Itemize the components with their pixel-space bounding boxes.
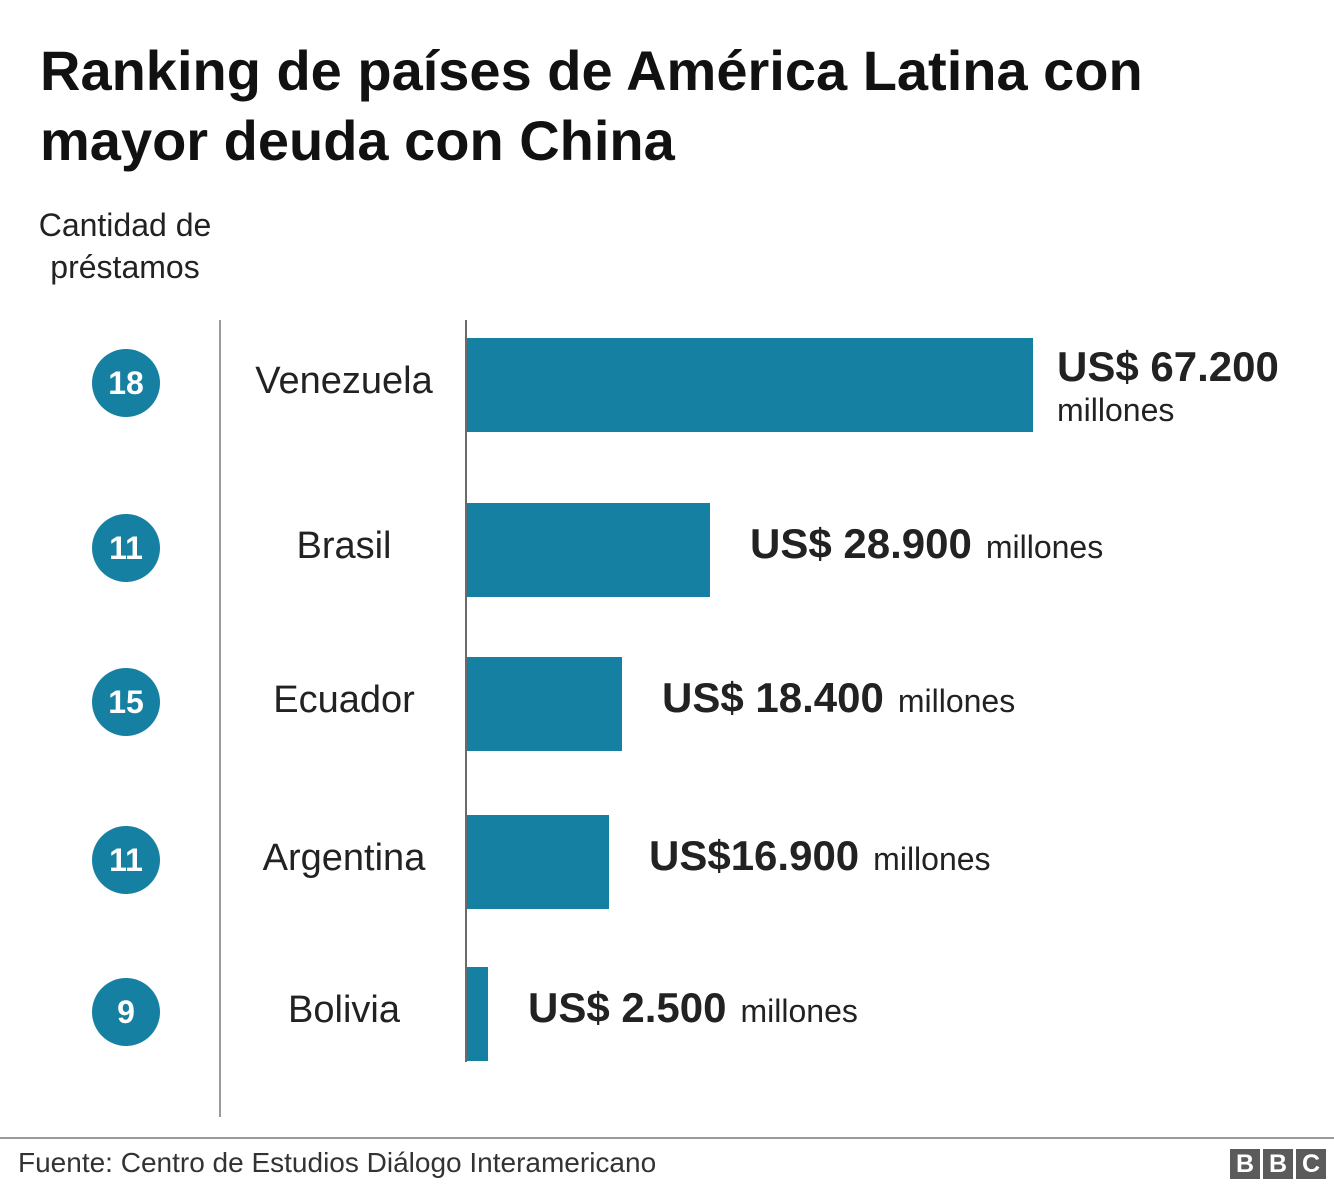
loan-count-badge: 11 (92, 826, 160, 894)
loan-count-badge: 11 (92, 514, 160, 582)
debt-bar (467, 967, 488, 1061)
chart-row: 15 Ecuador US$ 18.400 millones (0, 0, 1334, 751)
loan-count-badge: 18 (92, 349, 160, 417)
chart-title: Ranking de países de América Latina con … (40, 39, 1143, 172)
debt-bar (467, 338, 1033, 432)
bbc-logo-letter: B (1263, 1149, 1293, 1179)
bbc-logo-letter: B (1230, 1149, 1260, 1179)
country-label: Brasil (296, 525, 392, 567)
value-axis-line (465, 320, 467, 1062)
debt-value-label: US$ 18.400 millones (662, 674, 1015, 722)
debt-unit: millones (1057, 392, 1175, 428)
loan-count-badge: 15 (92, 668, 160, 736)
chart-row: 11 Argentina US$16.900 millones (0, 0, 1334, 909)
debt-value-label: US$ 2.500 millones (528, 984, 858, 1032)
debt-unit: millones (873, 841, 991, 877)
footer-divider (0, 1137, 1334, 1139)
bbc-logo-letter: C (1296, 1149, 1326, 1179)
debt-bar (467, 815, 609, 909)
debt-value-label: US$ 67.200 millones (1057, 342, 1279, 428)
debt-bar (467, 657, 622, 751)
country-label: Ecuador (273, 679, 415, 721)
bbc-logo: B B C (1230, 1149, 1326, 1179)
loan-count-badge: 9 (92, 978, 160, 1046)
debt-bar (467, 503, 710, 597)
loans-column-header: Cantidad de préstamos (38, 207, 212, 285)
debt-amount: US$ 28.900 (750, 520, 972, 567)
chart-row: 9 Bolivia US$ 2.500 millones (0, 0, 1334, 1061)
debt-amount: US$ 67.200 (1057, 343, 1279, 390)
chart-row: 11 Brasil US$ 28.900 millones (0, 0, 1334, 597)
debt-unit: millones (740, 993, 858, 1029)
chart-row: 18 Venezuela US$ 67.200 millones (0, 0, 1334, 432)
debt-unit: millones (985, 529, 1104, 565)
debt-amount: US$ 2.500 (528, 984, 727, 1031)
country-label: Bolivia (288, 989, 400, 1031)
debt-amount: US$16.900 (649, 832, 860, 879)
debt-unit: millones (897, 683, 1016, 719)
debt-value-label: US$ 28.900 millones (750, 520, 1103, 568)
debt-amount: US$ 18.400 (662, 674, 884, 721)
source-note: Fuente: Centro de Estudios Diálogo Inter… (18, 1147, 657, 1178)
debt-value-label: US$16.900 millones (649, 832, 991, 880)
country-label: Venezuela (255, 360, 433, 402)
loans-axis-line (219, 320, 221, 1117)
country-label: Argentina (262, 837, 426, 879)
